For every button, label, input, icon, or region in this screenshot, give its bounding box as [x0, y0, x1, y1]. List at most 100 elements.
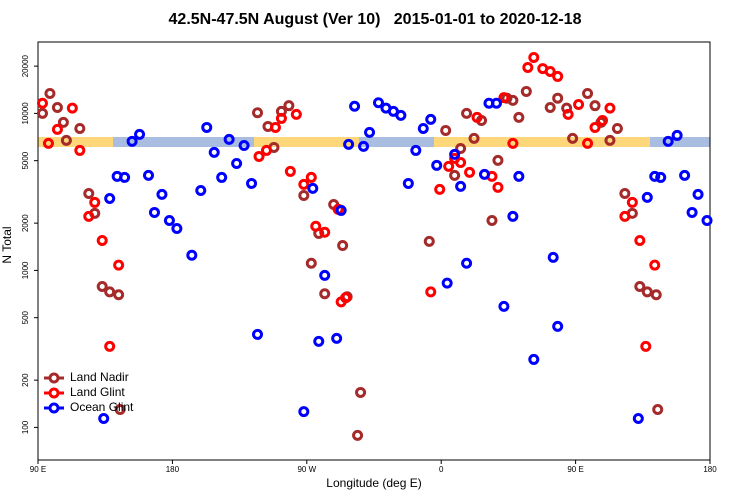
- land-strip: [434, 137, 650, 147]
- y-tick-label: 200: [21, 373, 30, 387]
- chart-title: 42.5N-47.5N August (Ver 10) 2015-01-01 t…: [169, 11, 582, 28]
- point: [544, 65, 556, 77]
- point: [253, 150, 265, 162]
- point: [114, 404, 126, 416]
- point: [223, 133, 235, 145]
- point: [449, 148, 461, 160]
- y-tick-label: 1000: [21, 261, 30, 279]
- point: [319, 288, 331, 300]
- point: [552, 320, 564, 332]
- point: [498, 300, 510, 312]
- point: [402, 177, 414, 189]
- point: [113, 259, 125, 271]
- point: [596, 114, 608, 126]
- point: [163, 214, 175, 226]
- point: [425, 113, 437, 125]
- y-tick-label: 20000: [21, 54, 30, 77]
- point: [36, 107, 48, 119]
- point: [343, 138, 355, 150]
- point: [528, 52, 540, 64]
- point: [364, 126, 376, 138]
- point: [83, 187, 95, 199]
- point: [83, 210, 95, 222]
- point: [692, 188, 704, 200]
- land-strip: [254, 137, 359, 147]
- point: [186, 249, 198, 261]
- x-tick-label: 180: [703, 465, 717, 474]
- point: [307, 182, 319, 194]
- point: [195, 184, 207, 196]
- point: [589, 100, 601, 112]
- point: [60, 134, 72, 146]
- point: [171, 222, 183, 234]
- y-tick-label: 2000: [21, 214, 30, 232]
- point: [66, 102, 78, 114]
- point: [352, 429, 364, 441]
- point: [57, 116, 69, 128]
- point: [252, 107, 264, 119]
- point: [298, 178, 310, 190]
- point: [522, 62, 534, 74]
- point: [395, 109, 407, 121]
- point: [104, 286, 116, 298]
- point: [650, 289, 662, 301]
- point: [305, 171, 317, 183]
- point: [455, 142, 467, 154]
- point: [649, 259, 661, 271]
- point: [148, 206, 160, 218]
- legend-marker: [48, 387, 60, 399]
- point: [562, 108, 574, 120]
- point: [340, 292, 352, 304]
- point: [74, 144, 86, 156]
- y-tick-label: 500: [21, 310, 30, 324]
- point: [701, 214, 713, 226]
- point: [425, 286, 437, 298]
- point: [104, 193, 116, 205]
- point: [455, 156, 467, 168]
- point: [156, 188, 168, 200]
- point: [604, 102, 616, 114]
- point: [652, 404, 664, 416]
- point: [51, 123, 63, 135]
- x-axis-label: Longitude (deg E): [326, 476, 421, 490]
- point: [513, 111, 525, 123]
- point: [440, 124, 452, 136]
- point: [589, 121, 601, 133]
- point: [305, 257, 317, 269]
- point: [310, 220, 322, 232]
- point: [208, 146, 220, 158]
- point: [455, 180, 467, 192]
- point: [671, 129, 683, 141]
- legend-label: Land Nadir: [70, 370, 129, 384]
- point: [96, 235, 108, 247]
- point: [679, 169, 691, 181]
- x-tick-label: 90 E: [567, 465, 583, 474]
- point: [464, 166, 476, 178]
- point: [290, 108, 302, 120]
- point: [335, 204, 347, 216]
- y-tick-label: 5000: [21, 151, 30, 169]
- point: [492, 154, 504, 166]
- point: [431, 159, 443, 171]
- x-tick-label: 180: [166, 465, 180, 474]
- point: [662, 135, 674, 147]
- point: [649, 170, 661, 182]
- point: [468, 132, 480, 144]
- point: [528, 353, 540, 365]
- point: [619, 187, 631, 199]
- legend-marker: [48, 372, 60, 384]
- point: [313, 335, 325, 347]
- x-tick-label: 0: [439, 465, 444, 474]
- point: [417, 122, 429, 134]
- point: [552, 92, 564, 104]
- point: [98, 412, 110, 424]
- point: [42, 137, 54, 149]
- series: [36, 52, 661, 352]
- ocean-strip: [113, 137, 254, 147]
- point: [44, 87, 56, 99]
- point: [331, 332, 343, 344]
- point: [319, 269, 331, 281]
- point: [634, 280, 646, 292]
- point: [298, 406, 310, 418]
